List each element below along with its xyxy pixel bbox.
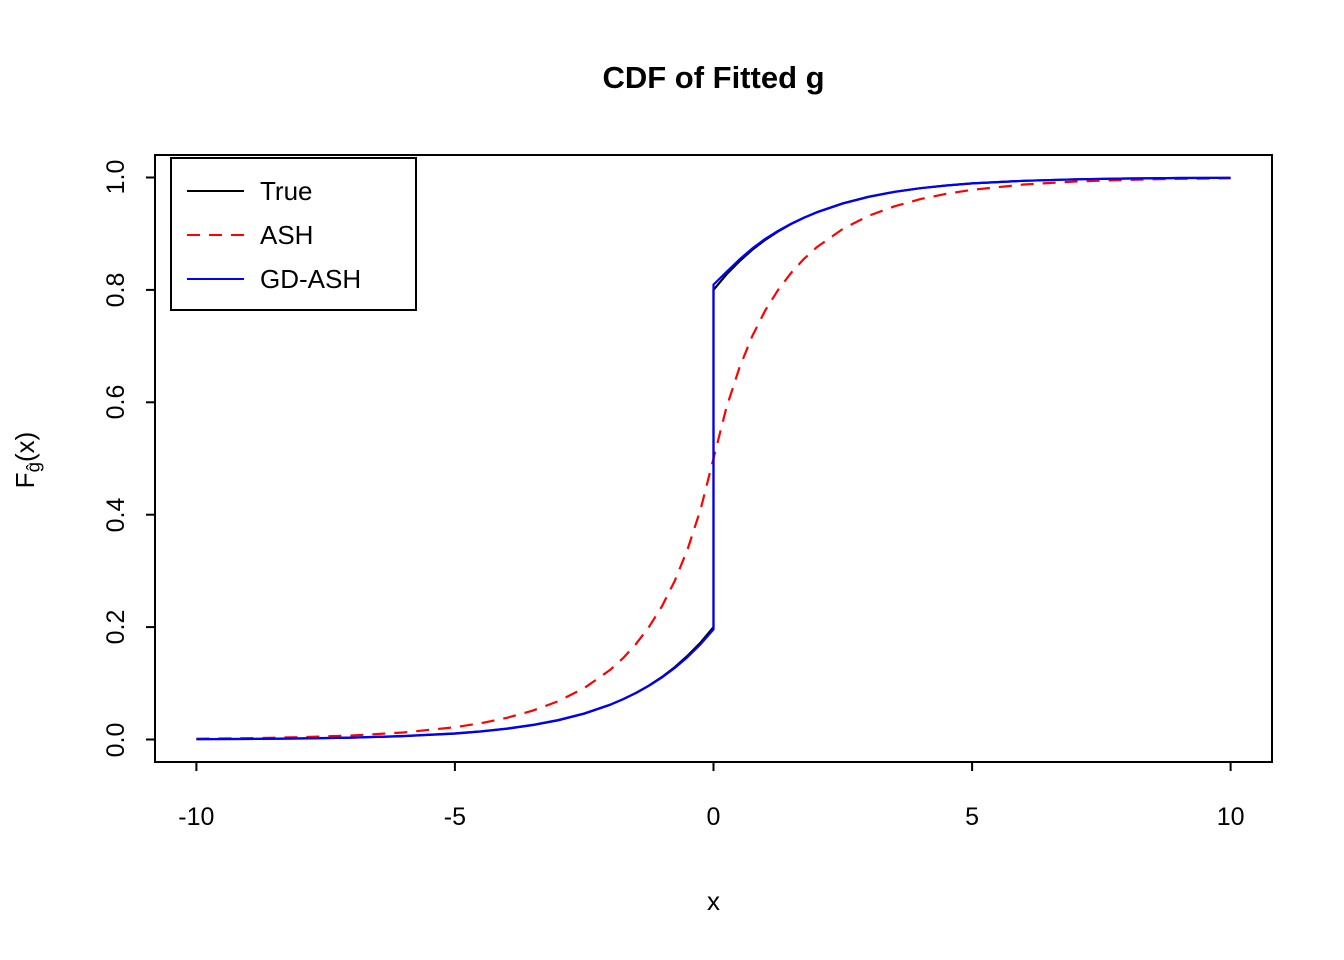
legend-line-true (187, 190, 244, 192)
y-tick-label: 0.0 (102, 722, 130, 757)
series-gd-ash (196, 176, 1231, 741)
legend-entry-gd-ash: GD-ASH (172, 257, 415, 301)
y-axis-label: Fĝ(x) (10, 390, 44, 530)
legend-label-ash: ASH (260, 219, 314, 250)
y-tick-label: 0.2 (102, 609, 130, 645)
y-axis-label-main: F (10, 472, 40, 489)
x-tick-label: -5 (443, 803, 467, 831)
y-axis-label-sub: ĝ (22, 462, 44, 473)
x-tick-label: 0 (706, 803, 721, 831)
legend-entry-true: True (172, 169, 415, 213)
y-tick-label: 0.4 (102, 497, 130, 533)
x-tick-label: 5 (965, 803, 980, 831)
x-axis-label: x (707, 886, 720, 916)
y-axis-label-rest: (x) (10, 431, 40, 463)
x-tick-label: -10 (178, 803, 215, 831)
chart-title: CDF of Fitted g (602, 60, 825, 95)
y-tick-label: 0.8 (102, 272, 130, 308)
legend-label-gd-ash: GD-ASH (260, 263, 362, 294)
y-tick-label: 1.0 (102, 160, 130, 195)
y-tick-label: 0.6 (102, 384, 130, 420)
legend-line-gd-ash (187, 278, 244, 280)
legend-label-true: True (260, 175, 313, 206)
legend: True ASH GD-ASH (170, 157, 417, 311)
legend-line-ash (187, 234, 244, 236)
legend-entry-ash: ASH (172, 213, 415, 257)
x-tick-label: 10 (1216, 803, 1245, 831)
